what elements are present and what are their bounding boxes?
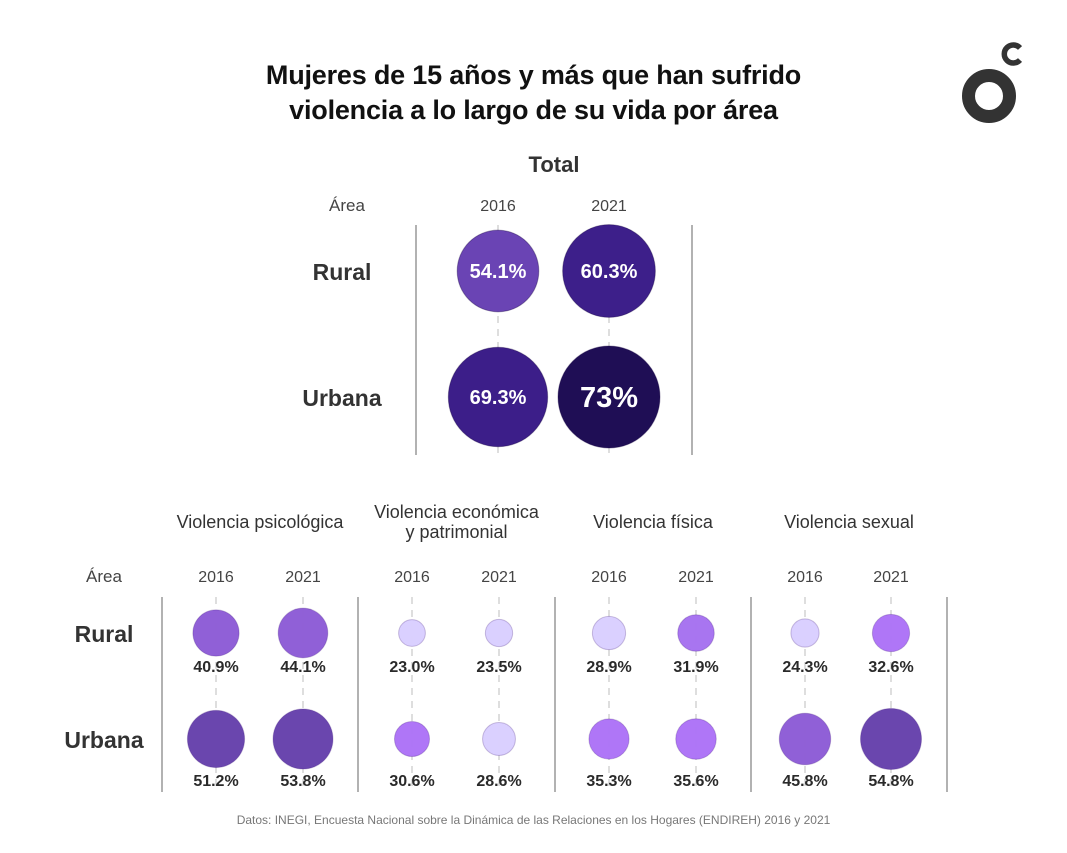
column-label-2021: 2021 — [591, 198, 627, 215]
bubble-violencia-fisica-rural-2021 — [677, 614, 715, 652]
column-label-2016: 2016 — [480, 198, 516, 215]
bubble-label-total-urbana-2016: 69.3% — [470, 387, 527, 409]
bubble-total-rural-2021 — [562, 224, 656, 318]
bubble-violencia-psicologica-urbana-2021 — [272, 708, 334, 770]
bubble-violencia-psicologica-rural-2016 — [192, 609, 240, 657]
value-label-violencia-economica-y-patrimonial-urbana-2021: 28.6% — [476, 773, 521, 790]
bubble-total-rural-2016 — [456, 229, 540, 313]
bubble-total-urbana-2021 — [557, 345, 661, 449]
value-label-violencia-sexual-rural-2021: 32.6% — [868, 659, 913, 676]
row-label-urbana: Urbana — [302, 385, 381, 411]
value-label-violencia-psicologica-rural-2021: 44.1% — [280, 659, 325, 676]
panel-title-violencia-fisica: Violencia física — [593, 512, 714, 532]
bubble-violencia-economica-y-patrimonial-urbana-2016 — [393, 720, 431, 758]
source-note: Datos: INEGI, Encuesta Nacional sobre la… — [236, 813, 831, 827]
bubble-violencia-fisica-rural-2016 — [591, 615, 627, 651]
column-label-violencia-fisica-2021: 2021 — [678, 569, 714, 586]
bubble-violencia-psicologica-urbana-2016 — [186, 709, 246, 769]
bubble-violencia-sexual-rural-2016 — [790, 618, 820, 648]
value-label-violencia-sexual-urbana-2021: 54.8% — [868, 773, 913, 790]
row-header-area-bottom: Área — [86, 567, 122, 586]
value-label-violencia-fisica-urbana-2016: 35.3% — [586, 773, 631, 790]
value-label-violencia-fisica-urbana-2021: 35.6% — [673, 773, 718, 790]
panel-title-violencia-sexual: Violencia sexual — [784, 512, 914, 532]
row-header-area: Área — [329, 196, 365, 215]
value-label-violencia-economica-y-patrimonial-rural-2016: 23.0% — [389, 659, 434, 676]
bubble-violencia-psicologica-rural-2021 — [277, 607, 329, 659]
bubble-violencia-sexual-rural-2021 — [871, 613, 911, 653]
bubble-violencia-fisica-urbana-2016 — [588, 718, 630, 760]
value-label-violencia-economica-y-patrimonial-urbana-2016: 30.6% — [389, 773, 434, 790]
chart-title: Mujeres de 15 años y más que han sufrido… — [0, 58, 1067, 128]
bubble-label-total-urbana-2021: 73% — [580, 382, 638, 414]
bubble-violencia-fisica-urbana-2021 — [675, 718, 717, 760]
bubble-violencia-sexual-urbana-2016 — [778, 712, 832, 766]
panel-title-total: Total — [529, 152, 580, 177]
column-label-violencia-fisica-2016: 2016 — [591, 569, 627, 586]
row-label-rural: Rural — [313, 259, 372, 285]
bubble-label-total-rural-2016: 54.1% — [470, 261, 527, 283]
column-label-violencia-psicologica-2021: 2021 — [285, 569, 321, 586]
value-label-violencia-sexual-rural-2016: 24.3% — [782, 659, 827, 676]
column-label-violencia-psicologica-2016: 2016 — [198, 569, 234, 586]
panel-title-violencia-economica-y-patrimonial-line-2: y patrimonial — [405, 522, 507, 542]
bubble-total-urbana-2016 — [447, 346, 549, 448]
column-label-violencia-sexual-2021: 2021 — [873, 569, 909, 586]
value-label-violencia-economica-y-patrimonial-rural-2021: 23.5% — [476, 659, 521, 676]
bubble-violencia-sexual-urbana-2021 — [860, 708, 922, 770]
panel-title-violencia-psicologica: Violencia psicológica — [177, 512, 345, 532]
bubble-violencia-economica-y-patrimonial-rural-2016 — [398, 619, 426, 647]
bubble-label-total-rural-2021: 60.3% — [581, 261, 638, 283]
value-label-violencia-fisica-rural-2016: 28.9% — [586, 659, 631, 676]
column-label-violencia-economica-y-patrimonial-2016: 2016 — [394, 569, 430, 586]
column-label-violencia-sexual-2016: 2016 — [787, 569, 823, 586]
value-label-violencia-sexual-urbana-2016: 45.8% — [782, 773, 827, 790]
value-label-violencia-psicologica-urbana-2021: 53.8% — [280, 773, 325, 790]
value-label-violencia-psicologica-urbana-2016: 51.2% — [193, 773, 238, 790]
row-label-bottom-rural: Rural — [75, 621, 134, 647]
chart-title-line-2: violencia a lo largo de su vida por área — [289, 95, 778, 125]
panel-title-violencia-economica-y-patrimonial-line-1: Violencia económica — [374, 502, 540, 522]
brand-logo-icon — [962, 42, 1023, 123]
column-label-violencia-economica-y-patrimonial-2021: 2021 — [481, 569, 517, 586]
bubble-violencia-economica-y-patrimonial-rural-2021 — [484, 618, 514, 648]
value-label-violencia-fisica-rural-2021: 31.9% — [673, 659, 718, 676]
chart-title-line-1: Mujeres de 15 años y más que han sufrido — [265, 60, 802, 90]
bubble-violencia-economica-y-patrimonial-urbana-2021 — [482, 722, 516, 756]
row-label-bottom-urbana: Urbana — [64, 727, 143, 753]
value-label-violencia-psicologica-rural-2016: 40.9% — [193, 659, 238, 676]
